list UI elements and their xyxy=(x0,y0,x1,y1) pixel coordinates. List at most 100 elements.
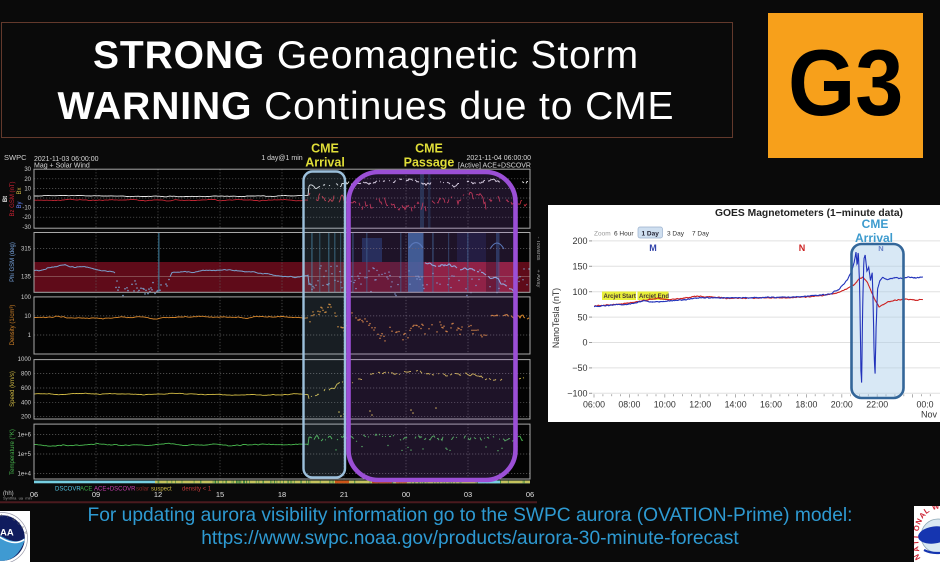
svg-text:0: 0 xyxy=(28,196,32,202)
svg-text:O: O xyxy=(16,521,21,526)
svg-text:-10: -10 xyxy=(22,206,31,212)
svg-text:Density (1/cm³): Density (1/cm³) xyxy=(10,305,16,346)
svg-text:06:00: 06:00 xyxy=(583,400,605,410)
svg-text:30: 30 xyxy=(24,167,31,173)
svg-text:1 Day: 1 Day xyxy=(642,231,660,238)
svg-text:Passage: Passage xyxy=(404,156,455,170)
svg-text:Synthia ua min: Synthia ua min xyxy=(3,496,32,501)
svg-text:400: 400 xyxy=(21,400,32,406)
svg-text:I: I xyxy=(914,536,920,539)
svg-text:1: 1 xyxy=(28,333,32,339)
svg-text:-20: -20 xyxy=(22,215,31,221)
svg-text:2021-11-04 06:00:00: 2021-11-04 06:00:00 xyxy=(467,155,532,162)
svg-text:Arrival: Arrival xyxy=(305,156,345,170)
svg-text:1e+5: 1e+5 xyxy=(17,452,31,458)
svg-text:Arrival: Arrival xyxy=(855,231,893,245)
svg-text:M: M xyxy=(649,243,657,253)
svg-text:[Active] ACE+DSCOVR: [Active] ACE+DSCOVR xyxy=(458,163,531,170)
svg-text:P: P xyxy=(23,531,28,535)
svg-text:18: 18 xyxy=(278,490,286,499)
svg-text:10: 10 xyxy=(24,314,31,320)
svg-text:A: A xyxy=(917,510,928,520)
svg-text:100: 100 xyxy=(21,295,32,301)
svg-text:150: 150 xyxy=(572,262,587,272)
svg-text:600: 600 xyxy=(21,386,32,392)
svg-text:10:00: 10:00 xyxy=(654,400,676,410)
svg-text:06: 06 xyxy=(30,490,38,499)
svg-text:suspect: suspect xyxy=(151,487,172,493)
svg-text:N: N xyxy=(914,517,924,526)
svg-text:09: 09 xyxy=(92,490,100,499)
svg-text:Speed (km/s): Speed (km/s) xyxy=(10,371,16,407)
svg-text:O: O xyxy=(914,524,922,532)
svg-text:15: 15 xyxy=(216,490,224,499)
svg-text:16:00: 16:00 xyxy=(760,400,782,410)
svg-text:200: 200 xyxy=(572,236,587,246)
svg-text:12: 12 xyxy=(154,490,162,499)
svg-text:Temperature (°K): Temperature (°K) xyxy=(10,429,16,475)
svg-text:21: 21 xyxy=(340,490,348,499)
svg-text:DSCOVR: DSCOVR xyxy=(55,487,81,493)
svg-text:Nov: Nov xyxy=(921,410,938,420)
svg-text:Mag + Solar Wind: Mag + Solar Wind xyxy=(34,163,90,170)
svg-text:N: N xyxy=(914,553,922,562)
svg-text:00: 00 xyxy=(402,490,410,499)
svg-text:315: 315 xyxy=(21,247,32,253)
svg-text:CME: CME xyxy=(862,217,889,231)
svg-text:N: N xyxy=(799,243,806,253)
svg-text:SWPC: SWPC xyxy=(4,153,27,162)
svg-text:S: S xyxy=(20,526,25,531)
svg-text:0: 0 xyxy=(582,338,587,348)
svg-text:density < 1: density < 1 xyxy=(182,487,212,493)
svg-text:12:00: 12:00 xyxy=(689,400,711,410)
svg-text:ACE: ACE xyxy=(80,487,92,493)
svg-text:T: T xyxy=(914,540,921,546)
svg-text:20: 20 xyxy=(24,177,31,183)
svg-text:CME: CME xyxy=(415,142,443,156)
svg-text:800: 800 xyxy=(21,372,32,378)
svg-text:GOES Magnetometers (1−minute d: GOES Magnetometers (1−minute data) xyxy=(715,208,903,219)
svg-text:18:00: 18:00 xyxy=(795,400,817,410)
svg-text:Bx: Bx xyxy=(17,187,23,194)
svg-text:N: N xyxy=(878,244,883,253)
svg-text:A: A xyxy=(0,514,4,519)
svg-text:200: 200 xyxy=(21,415,32,421)
svg-text:1 day@1 min: 1 day@1 min xyxy=(261,155,302,162)
svg-text:1e+4: 1e+4 xyxy=(17,472,31,478)
svg-text:AA: AA xyxy=(0,528,14,539)
svg-text:Arcjet Start: Arcjet Start xyxy=(604,294,636,300)
svg-text:By: By xyxy=(17,201,23,208)
svg-text:22:00: 22:00 xyxy=(866,400,888,410)
svg-text:W: W xyxy=(931,506,940,512)
svg-text:-30: -30 xyxy=(22,225,31,231)
svg-text:50: 50 xyxy=(577,312,587,322)
svg-text:- Towards + Away: - Towards + Away xyxy=(535,237,540,288)
svg-text:6 Hour: 6 Hour xyxy=(614,231,634,238)
svg-text:1000: 1000 xyxy=(18,357,32,363)
svg-text:00:0: 00:0 xyxy=(916,400,933,410)
svg-text:08:00: 08:00 xyxy=(618,400,640,410)
svg-text:10: 10 xyxy=(24,186,31,192)
svg-text:Bt: Bt xyxy=(3,196,9,202)
svg-text:20:00: 20:00 xyxy=(831,400,853,410)
svg-text:−100: −100 xyxy=(567,389,587,399)
svg-text:100: 100 xyxy=(572,287,587,297)
svg-text:L: L xyxy=(922,506,931,516)
svg-text:3 Day: 3 Day xyxy=(667,231,685,238)
svg-text:14:00: 14:00 xyxy=(725,400,747,410)
svg-text:Zoom: Zoom xyxy=(594,231,611,238)
svg-text:Arcjet End: Arcjet End xyxy=(639,294,669,300)
svg-text:Phi GSM (deg): Phi GSM (deg) xyxy=(10,242,16,282)
svg-text:7 Day: 7 Day xyxy=(692,231,710,238)
svg-text:2021-11-03 06:00:00: 2021-11-03 06:00:00 xyxy=(34,156,99,163)
svg-text:CME: CME xyxy=(311,142,339,156)
svg-text:1e+6: 1e+6 xyxy=(17,433,31,439)
svg-text:135: 135 xyxy=(21,274,32,280)
svg-text:T: T xyxy=(6,515,10,520)
svg-text:ACE+DSCOVR: ACE+DSCOVR xyxy=(94,487,136,493)
svg-text:Bz GSM (nT): Bz GSM (nT) xyxy=(10,181,16,216)
svg-text:solar: solar xyxy=(136,487,149,493)
svg-text:03: 03 xyxy=(464,490,472,499)
svg-text:NanoTesla (nT): NanoTesla (nT) xyxy=(551,288,561,348)
svg-text:−50: −50 xyxy=(572,363,587,373)
